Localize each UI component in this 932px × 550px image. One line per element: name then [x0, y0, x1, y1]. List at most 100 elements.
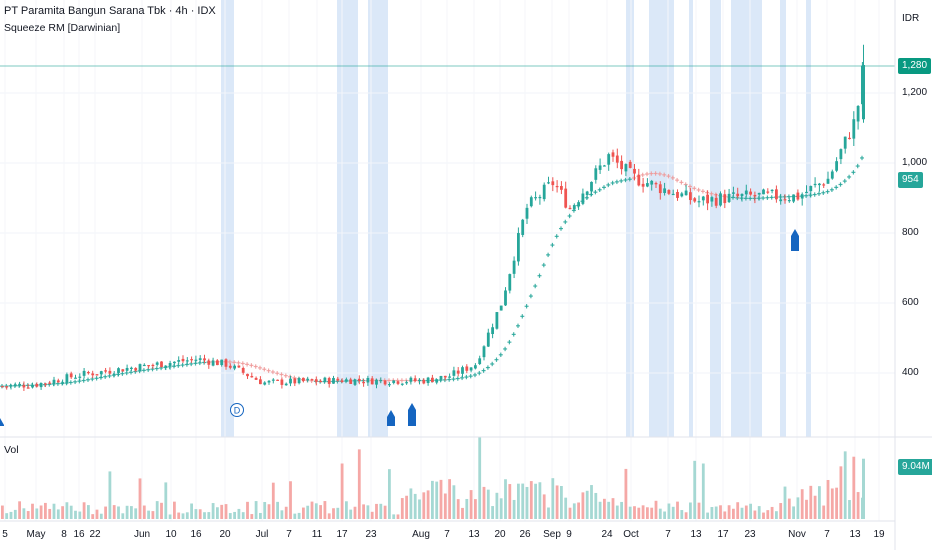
ma-cross — [503, 346, 508, 352]
signal-arrow-icon — [387, 410, 395, 426]
candle-body — [138, 364, 142, 372]
ma-cross — [120, 371, 125, 376]
volume-bar — [697, 502, 701, 519]
volume-bar — [719, 505, 722, 519]
volume-bar — [848, 500, 851, 519]
candle-body — [577, 202, 580, 207]
x-tick-label: 17 — [336, 529, 348, 540]
volume-bar — [138, 478, 142, 519]
candle-body — [22, 384, 26, 388]
volume-bar — [646, 507, 649, 519]
candle-body — [534, 197, 537, 199]
candle-body — [809, 185, 813, 192]
volume-bar — [319, 505, 322, 519]
candle-body — [177, 360, 181, 362]
volume-bar — [585, 490, 589, 519]
volume-bar — [598, 501, 602, 519]
volume-bar — [405, 495, 408, 519]
ma-cross — [253, 364, 258, 369]
candle-body — [822, 184, 826, 186]
candle-body — [310, 379, 314, 381]
candle-body — [237, 365, 241, 368]
candle-body — [723, 194, 727, 204]
ma-cross — [700, 189, 705, 194]
ma-cross — [834, 185, 839, 190]
candle-body — [87, 372, 90, 374]
ma-cross — [180, 362, 185, 368]
volume-bar — [465, 498, 469, 519]
candle-body — [1, 386, 4, 388]
squeeze-band — [731, 0, 762, 437]
volume-bar — [117, 506, 120, 519]
volume-bar — [190, 503, 193, 519]
candle-body — [39, 383, 43, 388]
volume-bar — [572, 503, 576, 519]
candle-body — [813, 183, 817, 186]
candle-body — [181, 358, 185, 362]
candle-body — [422, 379, 426, 384]
volume-bar — [237, 508, 241, 519]
candle-body — [271, 379, 275, 381]
volume-bar — [375, 503, 378, 519]
candle-body — [478, 358, 482, 365]
candle-body — [203, 358, 206, 361]
ma-cross — [812, 192, 817, 197]
volume-bar — [439, 479, 443, 519]
volume-label[interactable]: Vol — [4, 444, 19, 456]
volume-bar — [710, 507, 714, 519]
ma-cross — [610, 180, 615, 186]
volume-bar — [26, 511, 30, 519]
volume-bar — [198, 509, 202, 519]
squeeze-band — [710, 0, 721, 437]
candle-body — [280, 379, 284, 385]
volume-bar — [35, 508, 39, 519]
volume-bar — [534, 483, 537, 519]
candle-body — [512, 260, 516, 274]
ma-cross — [602, 185, 606, 190]
candle-body — [164, 365, 168, 368]
ma-cross — [653, 171, 658, 176]
volume-bar — [69, 505, 73, 519]
volume-bar — [826, 479, 830, 519]
volume-bar — [332, 508, 335, 519]
volume-bar — [757, 506, 761, 519]
candle-body — [117, 368, 120, 373]
volume-bar — [134, 508, 138, 519]
candle-body — [409, 377, 413, 382]
volume-bar — [551, 478, 555, 519]
volume-bar — [525, 486, 529, 519]
candle-body — [594, 168, 598, 180]
candle-body — [779, 199, 783, 202]
ma-cross — [563, 219, 568, 225]
candle-body — [276, 379, 279, 381]
candle-body — [727, 193, 731, 203]
volume-bar — [796, 497, 800, 519]
candle-body — [151, 364, 155, 367]
candle-body — [375, 379, 378, 385]
candle-body — [259, 379, 262, 385]
candle-body — [572, 205, 576, 210]
candle-body — [319, 381, 322, 383]
signal-arrows — [0, 229, 799, 426]
indicator-label[interactable]: Squeeze RM [Darwinian] — [4, 22, 121, 34]
ma-cross — [245, 362, 250, 367]
candle-body — [469, 367, 473, 371]
x-tick-label: May — [26, 529, 46, 540]
ma-cross — [761, 195, 766, 201]
candle-body — [142, 364, 146, 367]
candle-body — [35, 384, 39, 387]
volume-bar — [504, 479, 507, 519]
ma-cross — [283, 373, 288, 378]
x-tick-label: 13 — [468, 529, 480, 540]
volume-bar — [474, 499, 477, 519]
x-tick-label: 17 — [717, 529, 729, 540]
candle-body — [521, 219, 525, 235]
volume-bar — [818, 486, 821, 519]
volume-bar — [383, 505, 387, 519]
volume-bar — [151, 511, 155, 519]
volume-bar — [499, 498, 503, 519]
candle-body — [693, 198, 697, 202]
candle-body — [835, 161, 838, 171]
volume-bar — [830, 488, 834, 519]
